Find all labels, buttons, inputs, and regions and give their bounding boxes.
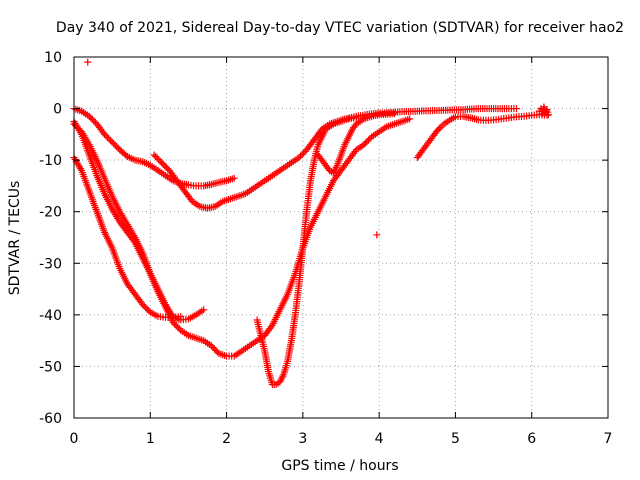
y-tick-label: -40 [39,308,62,324]
data-point-marker [87,114,95,122]
data-point-marker [390,110,398,118]
data-point-marker [171,320,179,328]
data-point-marker [209,343,217,351]
data-point-marker [542,107,550,115]
data-point-marker [363,138,371,146]
data-point-marker [169,319,177,327]
data-point-marker [73,123,81,131]
data-point-marker [187,196,195,204]
data-point-marker [152,153,160,161]
data-point-marker [111,141,119,149]
x-tick-label: 5 [451,431,460,447]
data-point-marker [142,304,150,312]
plot-frame [73,56,609,419]
data-point-marker [267,323,275,331]
data-point-marker [230,174,238,182]
data-point-marker [85,112,93,120]
data-point-marker [158,159,166,167]
data-point-marker [155,156,163,164]
data-point-marker [161,162,169,170]
data-point-marker [351,122,359,130]
x-tick-label: 3 [298,431,307,447]
data-point-marker [113,143,121,151]
data-point-marker [324,165,332,173]
data-point-marker [210,345,218,353]
data-point-marker [406,115,414,123]
x-tick-label: 7 [604,431,613,447]
series-track-f [253,114,360,388]
x-tick-label: 1 [146,431,155,447]
series-track-e [150,105,520,212]
data-point-marker [143,305,151,313]
chart-title: Day 340 of 2021, Sidereal Day-to-day VTE… [56,20,624,36]
data-point-marker [88,115,96,123]
data-point-marker [364,136,372,144]
axis-ticks: 0 1 2 3 4 5 6 7 10 0 -10 -20 -30 -40 -50 -60 [39,50,612,447]
y-tick-label: -60 [39,411,62,427]
data-point-marker [352,114,360,122]
data-point-marker [351,148,359,156]
x-tick-label: 6 [527,431,536,447]
data-point-marker [107,137,115,145]
data-point-marker [212,346,220,354]
data-point-marker [300,149,308,157]
data-point-marker [84,58,92,66]
data-point-marker [544,111,552,119]
data-point-marker [207,342,215,350]
data-point-marker [298,150,306,158]
data-point-marker [200,306,208,314]
data-point-marker [108,138,116,146]
data-point-marker [140,302,148,310]
y-tick-label: 0 [53,102,62,118]
data-point-marker [177,312,185,320]
data-point-marker [153,154,161,162]
data-point-marker [295,154,303,162]
data-point-marker [104,133,112,141]
x-axis-label: GPS time / hours [281,458,398,474]
series-track-g [314,110,398,177]
data-point-marker [361,139,369,147]
y-tick-label: -30 [39,256,62,272]
x-tick-label: 0 [70,431,79,447]
data-point-marker [360,141,368,149]
data-point-marker [512,105,520,113]
data-point-marker [162,163,170,171]
series-track-d [70,115,414,360]
data-point-marker [297,152,305,160]
data-point-marker [159,160,167,168]
data-point-marker [101,130,109,138]
data-point-marker [156,157,164,165]
x-tick-label: 4 [375,431,384,447]
data-point-marker [435,125,443,133]
x-tick-label: 2 [222,431,231,447]
data-point-marker [105,135,113,143]
data-point-marker [139,301,147,309]
y-tick-label: -10 [39,153,62,169]
data-point-marker [72,122,80,130]
y-axis-label: SDTVAR / TECUs [7,181,23,296]
series-track-h [413,111,551,162]
data-point-marker [172,322,180,330]
data-point-marker [373,231,381,239]
y-tick-label: -50 [39,359,62,375]
data-marks [70,58,552,388]
data-point-marker [90,117,98,125]
data-point-marker [110,140,118,148]
data-point-marker [102,132,110,140]
series-track-i [535,103,552,119]
data-point-marker [75,125,83,133]
grid [74,57,608,418]
y-tick-label: 10 [44,50,62,66]
series-outliers [84,58,381,239]
data-point-marker [174,323,182,331]
y-tick-label: -20 [39,205,62,221]
data-point-marker [150,151,158,159]
